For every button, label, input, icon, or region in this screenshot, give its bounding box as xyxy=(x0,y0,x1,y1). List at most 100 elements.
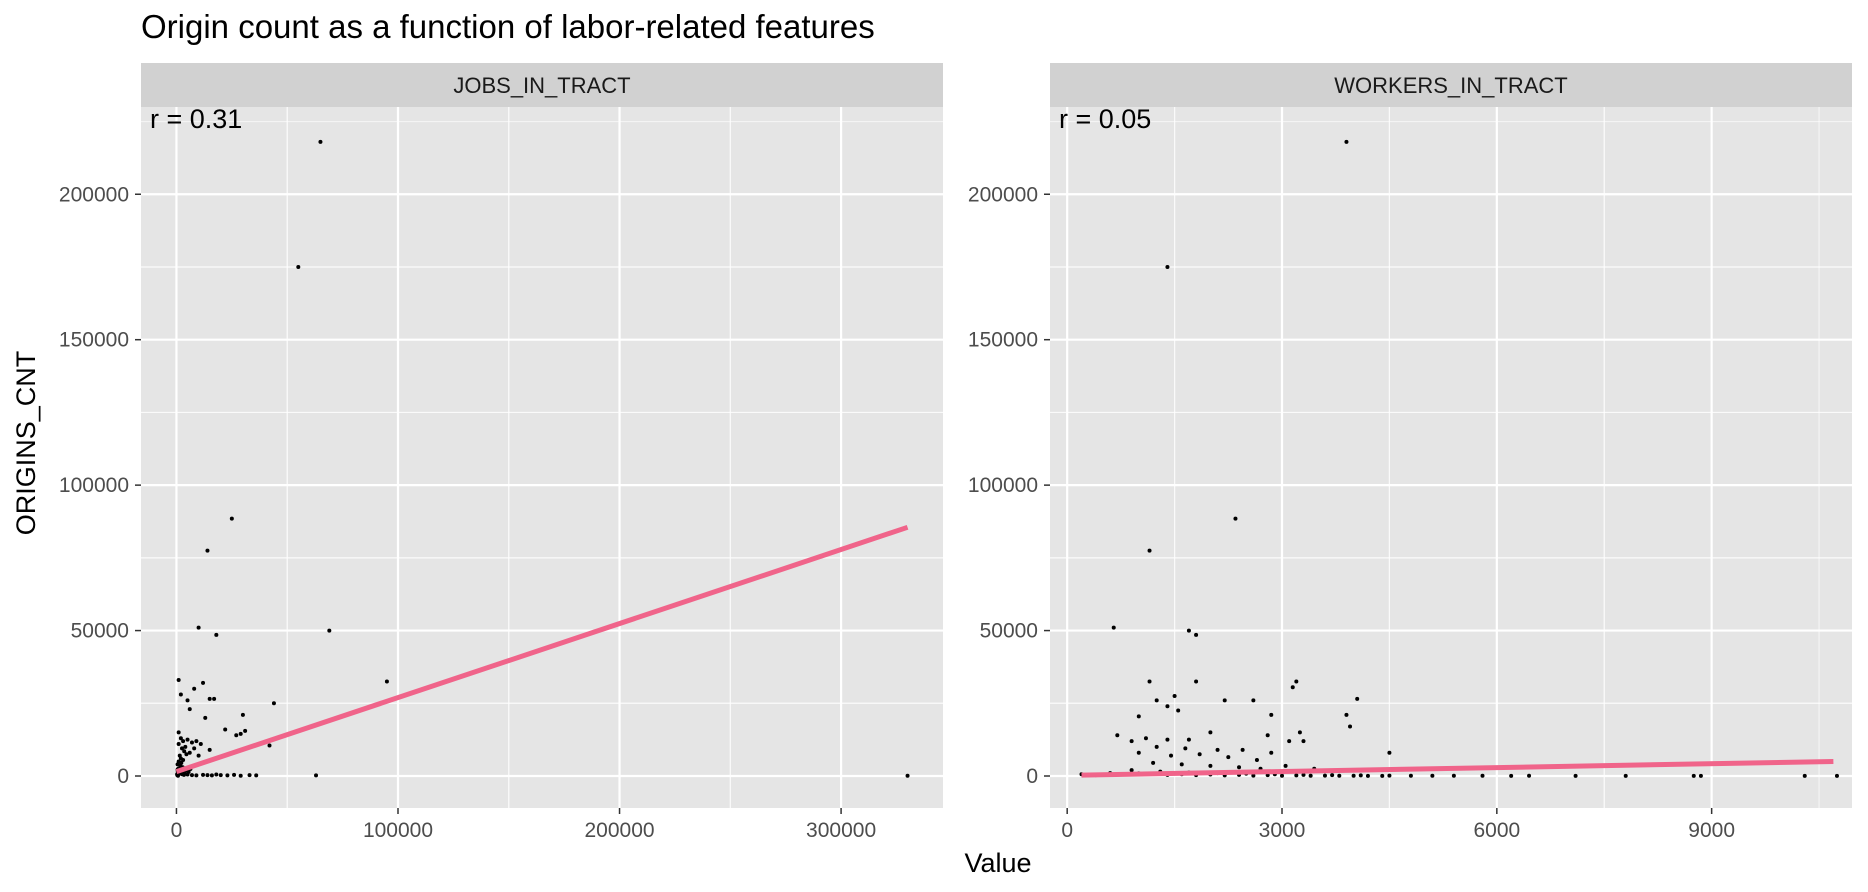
data-point xyxy=(232,772,237,777)
y-tick-label: 50000 xyxy=(71,620,129,643)
data-point xyxy=(1251,698,1256,703)
data-point xyxy=(1111,625,1116,630)
facet-strip-label: WORKERS_IN_TRACT xyxy=(1334,73,1567,98)
data-point xyxy=(1387,773,1392,778)
regression-line xyxy=(175,524,909,775)
data-point xyxy=(1283,763,1288,768)
data-point xyxy=(1623,773,1628,778)
data-point xyxy=(192,746,197,751)
data-point xyxy=(181,758,186,763)
data-point xyxy=(196,753,201,758)
facet-strip xyxy=(1050,63,1852,107)
data-point xyxy=(192,686,197,691)
data-point xyxy=(1186,628,1191,633)
data-point xyxy=(1179,762,1184,767)
data-point xyxy=(1136,750,1141,755)
data-point xyxy=(184,752,189,757)
y-tick-label: 100000 xyxy=(968,474,1038,497)
x-tick-label: 0 xyxy=(171,819,183,842)
data-point xyxy=(225,773,230,778)
data-point xyxy=(229,516,234,521)
data-point xyxy=(254,773,259,778)
data-point xyxy=(1380,773,1385,778)
data-point xyxy=(1509,773,1514,778)
data-point xyxy=(296,264,301,269)
data-point xyxy=(1208,730,1213,735)
data-point xyxy=(327,628,332,633)
data-point xyxy=(194,773,199,778)
data-point xyxy=(1802,773,1807,778)
data-point xyxy=(1269,712,1274,717)
data-point xyxy=(318,139,323,144)
x-tick-label: 3000 xyxy=(1259,819,1306,842)
x-axis-title: Value xyxy=(964,848,1031,878)
data-point xyxy=(212,696,217,701)
facet-strip xyxy=(141,63,943,107)
y-tick-label: 150000 xyxy=(968,329,1038,352)
data-point xyxy=(1358,773,1363,778)
data-point xyxy=(1698,773,1703,778)
data-point xyxy=(1573,773,1578,778)
panel-background xyxy=(1050,107,1852,808)
data-point xyxy=(1297,730,1302,735)
data-point xyxy=(223,727,228,732)
data-point xyxy=(314,773,319,778)
data-point xyxy=(178,736,183,741)
data-point xyxy=(1208,763,1213,768)
data-point xyxy=(203,715,208,720)
data-point xyxy=(1254,758,1259,763)
y-tick-label: 0 xyxy=(1026,765,1038,788)
data-point xyxy=(1348,724,1353,729)
data-point xyxy=(1169,753,1174,758)
data-point xyxy=(1154,698,1159,703)
y-tick-label: 200000 xyxy=(968,183,1038,206)
data-point xyxy=(207,747,212,752)
data-point xyxy=(1115,733,1120,738)
data-point xyxy=(1287,739,1292,744)
data-point xyxy=(1451,773,1456,778)
data-point xyxy=(243,728,248,733)
panel-jobs-in-tract: JOBS_IN_TRACT 0 100000 200000 300000 0 50000 10… xyxy=(59,63,943,842)
data-point xyxy=(1365,773,1370,778)
data-point xyxy=(198,742,203,747)
data-point xyxy=(1165,737,1170,742)
data-point xyxy=(205,548,210,553)
data-point xyxy=(187,707,192,712)
data-point xyxy=(1269,750,1274,755)
data-point xyxy=(1197,752,1202,757)
data-point xyxy=(1194,679,1199,684)
data-point xyxy=(196,625,201,630)
data-point xyxy=(1147,548,1152,553)
data-point xyxy=(1344,712,1349,717)
data-point xyxy=(186,769,191,774)
data-point xyxy=(1233,516,1238,521)
data-point xyxy=(175,773,180,778)
data-point xyxy=(176,678,181,683)
data-point xyxy=(1222,698,1227,703)
data-point xyxy=(247,773,252,778)
data-point xyxy=(1215,747,1220,752)
data-point xyxy=(238,731,243,736)
data-point xyxy=(1337,773,1342,778)
data-point xyxy=(1344,139,1349,144)
data-point xyxy=(905,773,910,778)
data-point xyxy=(1237,765,1242,770)
data-point xyxy=(1129,739,1134,744)
data-point xyxy=(176,730,181,735)
data-point xyxy=(1691,773,1696,778)
data-point xyxy=(1527,773,1532,778)
data-point xyxy=(209,773,214,778)
data-point xyxy=(1251,773,1256,778)
panel-background xyxy=(141,107,943,808)
data-point xyxy=(214,632,219,637)
data-point xyxy=(178,692,183,697)
data-point xyxy=(1322,773,1327,778)
data-point xyxy=(240,712,245,717)
correlation-label: r = 0.31 xyxy=(150,104,242,134)
data-point xyxy=(1387,750,1392,755)
data-point xyxy=(194,739,199,744)
data-point xyxy=(1834,773,1839,778)
data-point xyxy=(176,742,181,747)
data-point xyxy=(1351,773,1356,778)
